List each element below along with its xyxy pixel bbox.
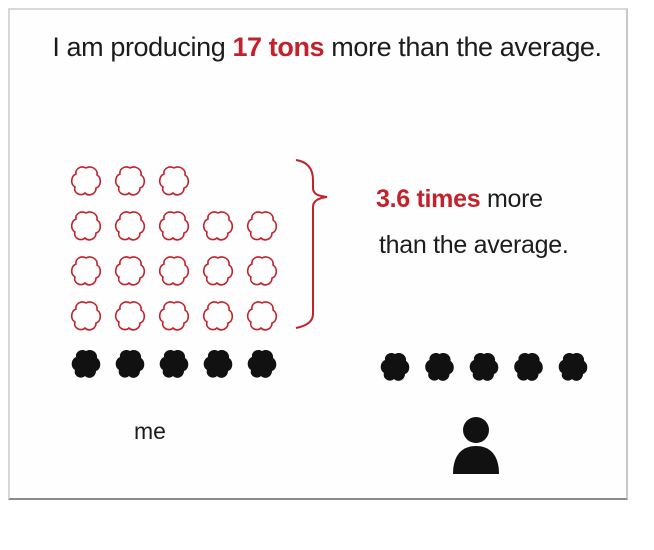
cloud-outline-icon: [70, 166, 102, 196]
cloud-outline-icon: [70, 256, 102, 286]
person-icon: [453, 417, 499, 474]
average-clouds-me: [71, 349, 277, 378]
cloud-solid-icon: [203, 349, 233, 378]
cloud-solid-icon: [380, 352, 410, 381]
cloud-outline-icon: [158, 256, 190, 286]
headline-prefix: I am producing: [52, 32, 233, 62]
cloud-solid-icon: [71, 349, 101, 378]
cloud-outline-icon: [114, 166, 146, 196]
cloud-outline-icon: [70, 211, 102, 241]
cloud-solid-icon: [514, 352, 543, 381]
me-label: me: [134, 418, 166, 444]
cloud-outline-icon: [202, 211, 234, 241]
average-clouds-average: [380, 352, 588, 381]
headline-highlight: 17 tons: [232, 32, 325, 62]
cloud-solid-icon: [247, 349, 277, 378]
cloud-outline-icon: [246, 301, 278, 331]
extra-clouds: [70, 166, 278, 331]
cloud-outline-icon: [114, 301, 146, 331]
comparison-line2: than the average.: [379, 231, 569, 259]
comparison-highlight: 3.6 times: [376, 185, 481, 213]
cloud-outline-icon: [114, 256, 146, 286]
cloud-outline-icon: [246, 211, 278, 241]
cloud-solid-icon: [558, 352, 588, 381]
curly-brace: [295, 159, 328, 329]
cloud-solid-icon: [469, 352, 499, 381]
headline: I am producing 17 tons more than the ave…: [0, 32, 654, 63]
comparison-text: 3.6 times more than the average.: [376, 176, 616, 268]
cloud-outline-icon: [202, 301, 234, 331]
cloud-outline-icon: [158, 301, 190, 331]
headline-suffix: more than the average.: [324, 32, 602, 62]
cloud-outline-icon: [158, 211, 190, 241]
cloud-solid-icon: [115, 349, 145, 378]
infographic-card: [8, 8, 628, 500]
comparison-rest: more: [480, 185, 543, 213]
cloud-outline-icon: [246, 256, 278, 286]
cloud-solid-icon: [159, 349, 189, 378]
cloud-outline-icon: [114, 211, 146, 241]
cloud-solid-icon: [425, 352, 454, 381]
cloud-outline-icon: [202, 256, 234, 286]
cloud-outline-icon: [70, 301, 102, 331]
cloud-outline-icon: [158, 166, 190, 196]
